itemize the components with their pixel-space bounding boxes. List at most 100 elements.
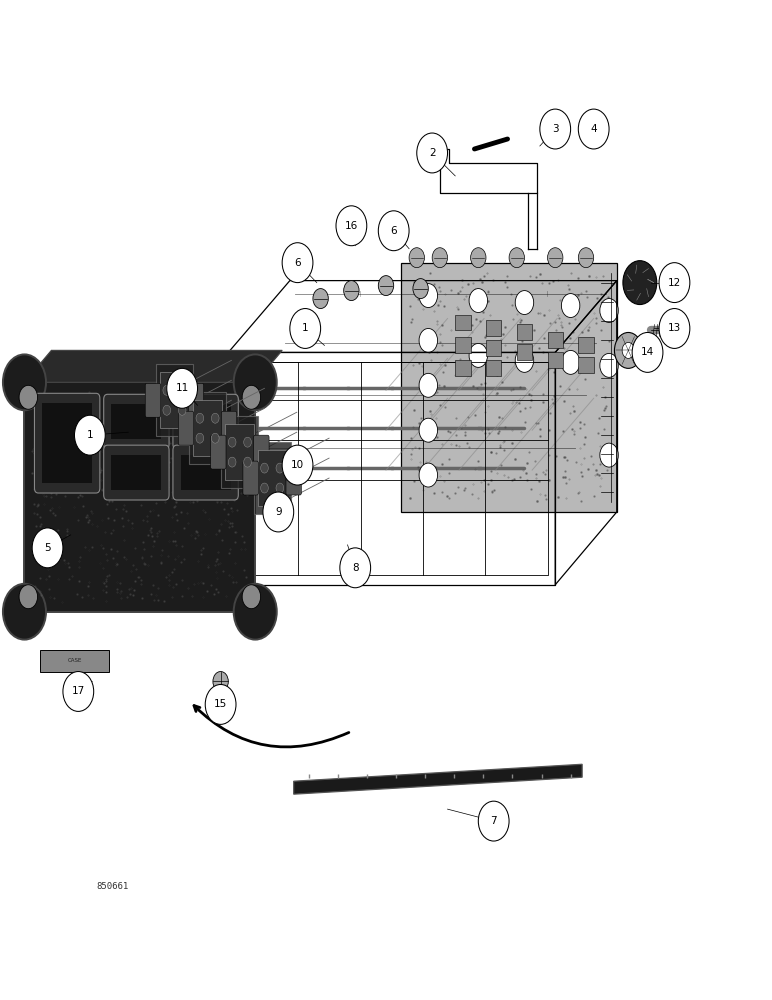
Circle shape <box>600 443 618 467</box>
Circle shape <box>205 684 236 724</box>
Bar <box>160 372 189 428</box>
Circle shape <box>3 584 46 640</box>
Circle shape <box>163 405 171 415</box>
Circle shape <box>561 350 580 374</box>
Circle shape <box>263 492 293 532</box>
Circle shape <box>234 354 277 410</box>
Circle shape <box>419 373 438 397</box>
FancyBboxPatch shape <box>254 435 269 469</box>
Circle shape <box>378 211 409 251</box>
Circle shape <box>417 133 448 173</box>
FancyBboxPatch shape <box>103 394 169 449</box>
Circle shape <box>276 483 283 493</box>
FancyBboxPatch shape <box>211 435 226 469</box>
Text: 1: 1 <box>302 323 309 333</box>
Circle shape <box>622 342 635 358</box>
Circle shape <box>336 206 367 246</box>
Bar <box>111 455 161 490</box>
Circle shape <box>212 413 219 423</box>
Circle shape <box>419 284 438 308</box>
Circle shape <box>515 348 533 372</box>
Polygon shape <box>293 764 582 794</box>
Circle shape <box>659 263 690 303</box>
Text: 16: 16 <box>345 221 358 231</box>
Bar <box>455 337 471 353</box>
Circle shape <box>178 405 186 415</box>
FancyBboxPatch shape <box>178 411 194 445</box>
Circle shape <box>282 445 313 485</box>
Circle shape <box>469 343 488 367</box>
Circle shape <box>479 801 509 841</box>
Bar <box>486 320 501 336</box>
Circle shape <box>659 309 690 348</box>
Circle shape <box>213 672 229 691</box>
Circle shape <box>540 109 571 149</box>
Circle shape <box>196 413 204 423</box>
Circle shape <box>63 672 93 711</box>
Text: 11: 11 <box>175 383 189 393</box>
Text: CASE: CASE <box>67 658 82 663</box>
FancyBboxPatch shape <box>222 411 237 445</box>
Text: 4: 4 <box>591 124 597 134</box>
Circle shape <box>3 354 46 410</box>
Circle shape <box>212 433 219 443</box>
Polygon shape <box>401 263 617 512</box>
Bar <box>181 404 231 439</box>
Circle shape <box>244 457 252 467</box>
Text: 6: 6 <box>391 226 397 236</box>
Bar <box>547 332 563 348</box>
Text: 2: 2 <box>428 148 435 158</box>
Circle shape <box>229 437 236 447</box>
Circle shape <box>167 368 198 408</box>
Text: 15: 15 <box>214 699 227 709</box>
Bar <box>486 360 501 376</box>
Circle shape <box>600 299 618 322</box>
Circle shape <box>244 437 252 447</box>
Text: 14: 14 <box>641 347 654 357</box>
Circle shape <box>515 291 533 315</box>
Bar <box>455 315 471 330</box>
Bar <box>516 324 532 340</box>
Circle shape <box>419 328 438 352</box>
Text: 17: 17 <box>72 686 85 696</box>
Circle shape <box>234 584 277 640</box>
Bar <box>42 403 92 483</box>
Text: 13: 13 <box>668 323 681 333</box>
Bar <box>578 337 594 353</box>
Circle shape <box>340 548 371 588</box>
Text: 3: 3 <box>552 124 558 134</box>
FancyBboxPatch shape <box>286 461 301 495</box>
Circle shape <box>229 457 236 467</box>
Text: 9: 9 <box>275 507 282 517</box>
Circle shape <box>623 261 657 305</box>
Circle shape <box>419 463 438 487</box>
Bar <box>578 357 594 373</box>
Circle shape <box>432 248 448 268</box>
Circle shape <box>74 415 105 455</box>
Circle shape <box>578 109 609 149</box>
Circle shape <box>261 483 269 493</box>
FancyBboxPatch shape <box>145 383 161 417</box>
Bar <box>222 416 259 488</box>
Circle shape <box>242 385 261 409</box>
Circle shape <box>600 353 618 377</box>
Circle shape <box>615 332 642 368</box>
Circle shape <box>242 585 261 609</box>
Bar <box>193 400 222 456</box>
FancyBboxPatch shape <box>35 393 100 493</box>
Circle shape <box>471 248 486 268</box>
Circle shape <box>344 281 359 301</box>
Circle shape <box>313 289 328 309</box>
Circle shape <box>19 585 38 609</box>
FancyBboxPatch shape <box>173 394 239 449</box>
Circle shape <box>413 279 428 299</box>
Circle shape <box>32 528 63 568</box>
Text: 5: 5 <box>44 543 51 553</box>
Text: 850661: 850661 <box>96 882 129 891</box>
Bar <box>254 442 290 514</box>
Bar <box>189 392 226 464</box>
Circle shape <box>632 332 663 372</box>
Circle shape <box>163 385 171 395</box>
Circle shape <box>290 309 320 348</box>
Circle shape <box>282 243 313 283</box>
